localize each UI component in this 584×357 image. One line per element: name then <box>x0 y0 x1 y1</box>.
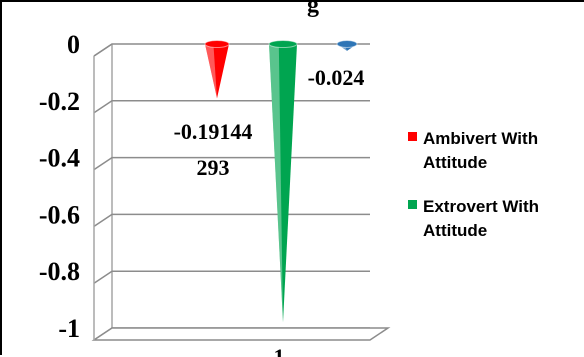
cone-body-0 <box>205 44 229 99</box>
data-label-ambivert-line-1: 293 <box>197 155 230 180</box>
cone-2 <box>336 40 358 51</box>
gridline-3 <box>93 213 370 228</box>
y-tick-label-3: -0.6 <box>39 200 80 229</box>
cone-highlight-0 <box>205 44 217 99</box>
y-tick-label-4: -0.8 <box>39 257 80 286</box>
legend-label-0-line-1: Attitude <box>423 153 487 172</box>
legend-swatch-1 <box>408 200 417 209</box>
cone-1 <box>268 40 298 323</box>
y-tick-label-5: -1 <box>58 314 80 343</box>
legend-label-1-line-0: Extrovert With <box>423 197 539 216</box>
cone-0 <box>204 40 230 99</box>
y-tick-label-0: 0 <box>67 30 80 59</box>
chart-title-fragment: g <box>307 2 319 18</box>
data-label-series3-line-0: -0.024 <box>308 65 365 90</box>
data-label-ambivert-line-0: -0.19144 <box>174 119 253 144</box>
cone-cap-0 <box>204 40 230 48</box>
cone-cap-1 <box>268 40 298 48</box>
gridline-2 <box>93 156 370 171</box>
gridline-1 <box>93 100 370 114</box>
y-tick-label-2: -0.4 <box>39 144 80 173</box>
cone-cap-2 <box>336 40 358 48</box>
cone-body-1 <box>269 44 297 323</box>
gridline-0 <box>93 43 370 57</box>
x-category-label: 1 <box>274 344 285 357</box>
legend-label-0-line-0: Ambivert With <box>423 129 538 148</box>
chart-floor <box>91 327 391 341</box>
gridline-4 <box>93 270 370 284</box>
legend-label-1-line-1: Attitude <box>423 221 487 240</box>
legend-swatch-0 <box>408 132 417 141</box>
y-tick-label-1: -0.2 <box>39 87 80 116</box>
cone-highlight-1 <box>269 44 283 323</box>
